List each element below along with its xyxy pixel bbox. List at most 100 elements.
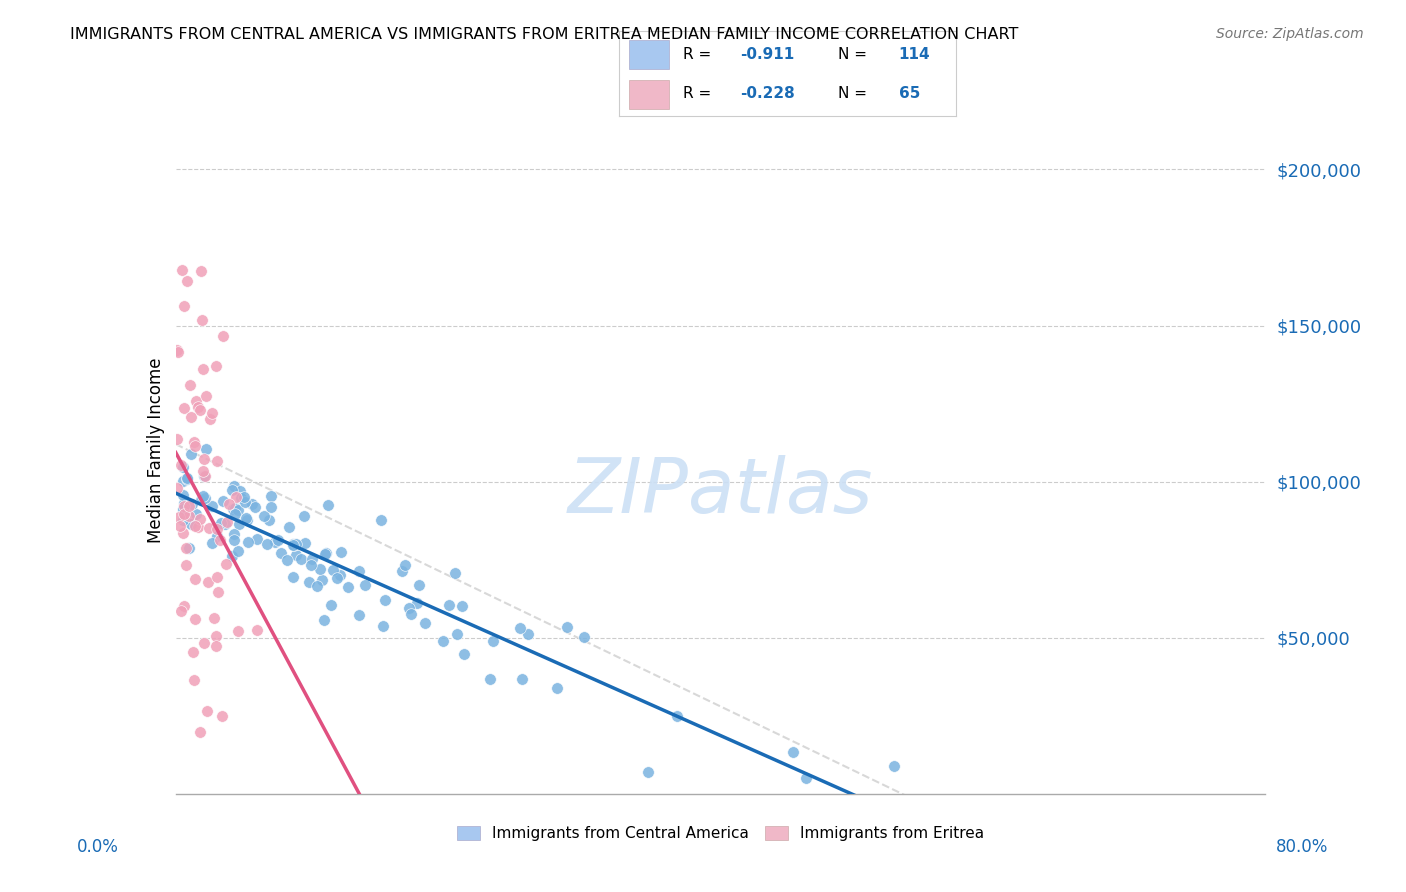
- Point: [191, 312, 214, 326]
- Point: [176, 274, 198, 288]
- Point: [325, 571, 347, 585]
- Point: [347, 607, 370, 622]
- Point: [183, 518, 205, 533]
- Point: [197, 575, 219, 590]
- Point: [194, 469, 217, 483]
- Point: [246, 623, 269, 637]
- Point: [176, 471, 198, 485]
- Point: [190, 493, 212, 508]
- Point: [264, 534, 287, 549]
- Point: [187, 520, 209, 534]
- Point: [211, 708, 233, 723]
- Point: [240, 497, 263, 511]
- Point: [209, 516, 232, 530]
- Point: [253, 509, 276, 524]
- Point: [212, 329, 235, 343]
- Point: [174, 558, 197, 572]
- Point: [179, 541, 201, 556]
- Point: [207, 570, 229, 584]
- Point: [169, 604, 191, 618]
- Point: [205, 454, 228, 468]
- Point: [207, 585, 229, 599]
- Point: [180, 517, 202, 532]
- Point: [794, 771, 817, 786]
- Point: [173, 499, 195, 513]
- Point: [201, 406, 224, 420]
- Point: [207, 529, 229, 543]
- Point: [184, 394, 207, 409]
- Point: [270, 546, 292, 560]
- Point: [555, 620, 578, 634]
- Point: [260, 489, 283, 503]
- Point: [572, 630, 595, 644]
- Point: [195, 442, 218, 457]
- Point: [782, 745, 804, 759]
- Point: [246, 532, 269, 546]
- Point: [187, 401, 209, 415]
- Point: [181, 645, 204, 659]
- Point: [374, 593, 396, 607]
- Point: [224, 526, 246, 541]
- Point: [439, 599, 461, 613]
- Point: [314, 547, 336, 561]
- Point: [284, 537, 307, 551]
- Text: IMMIGRANTS FROM CENTRAL AMERICA VS IMMIGRANTS FROM ERITREA MEDIAN FAMILY INCOME : IMMIGRANTS FROM CENTRAL AMERICA VS IMMIG…: [70, 27, 1019, 42]
- Point: [309, 562, 332, 576]
- Point: [281, 537, 304, 551]
- Point: [283, 538, 305, 552]
- Text: 0.0%: 0.0%: [77, 838, 120, 855]
- Point: [394, 558, 416, 572]
- Text: -0.911: -0.911: [740, 47, 794, 62]
- Y-axis label: Median Family Income: Median Family Income: [146, 358, 165, 543]
- Point: [406, 596, 429, 610]
- Point: [221, 483, 243, 497]
- Point: [221, 549, 243, 564]
- Point: [193, 452, 215, 467]
- Point: [336, 580, 359, 594]
- Point: [190, 264, 212, 278]
- Point: [299, 558, 322, 572]
- Point: [177, 508, 200, 523]
- Point: [170, 458, 193, 473]
- Point: [267, 533, 290, 548]
- Point: [174, 541, 197, 555]
- Point: [183, 434, 205, 449]
- Point: [637, 764, 659, 779]
- Legend: Immigrants from Central America, Immigrants from Eritrea: Immigrants from Central America, Immigra…: [457, 826, 984, 841]
- Point: [204, 359, 226, 373]
- Text: R =: R =: [683, 47, 711, 62]
- Point: [232, 490, 254, 504]
- Point: [183, 612, 205, 626]
- Point: [546, 681, 568, 695]
- Text: 114: 114: [898, 47, 931, 62]
- Text: Source: ZipAtlas.com: Source: ZipAtlas.com: [1216, 27, 1364, 41]
- Point: [226, 624, 249, 638]
- Point: [256, 536, 278, 550]
- Point: [236, 535, 259, 549]
- Point: [276, 553, 298, 567]
- Point: [184, 508, 207, 522]
- Point: [224, 500, 246, 515]
- Point: [322, 563, 344, 577]
- Point: [510, 673, 533, 687]
- Point: [172, 505, 194, 519]
- Point: [446, 627, 468, 641]
- Point: [453, 647, 475, 661]
- Point: [198, 521, 221, 535]
- Point: [432, 634, 454, 648]
- Point: [214, 516, 236, 531]
- Text: 65: 65: [898, 87, 920, 102]
- Point: [228, 517, 250, 532]
- Point: [166, 345, 188, 359]
- Point: [173, 299, 195, 313]
- Text: N =: N =: [838, 47, 872, 62]
- Point: [482, 633, 505, 648]
- Point: [281, 538, 304, 552]
- Point: [330, 545, 353, 559]
- Point: [479, 673, 502, 687]
- Point: [370, 513, 392, 527]
- Point: [214, 557, 236, 571]
- Point: [260, 500, 283, 515]
- Point: [205, 629, 228, 643]
- Point: [301, 551, 323, 566]
